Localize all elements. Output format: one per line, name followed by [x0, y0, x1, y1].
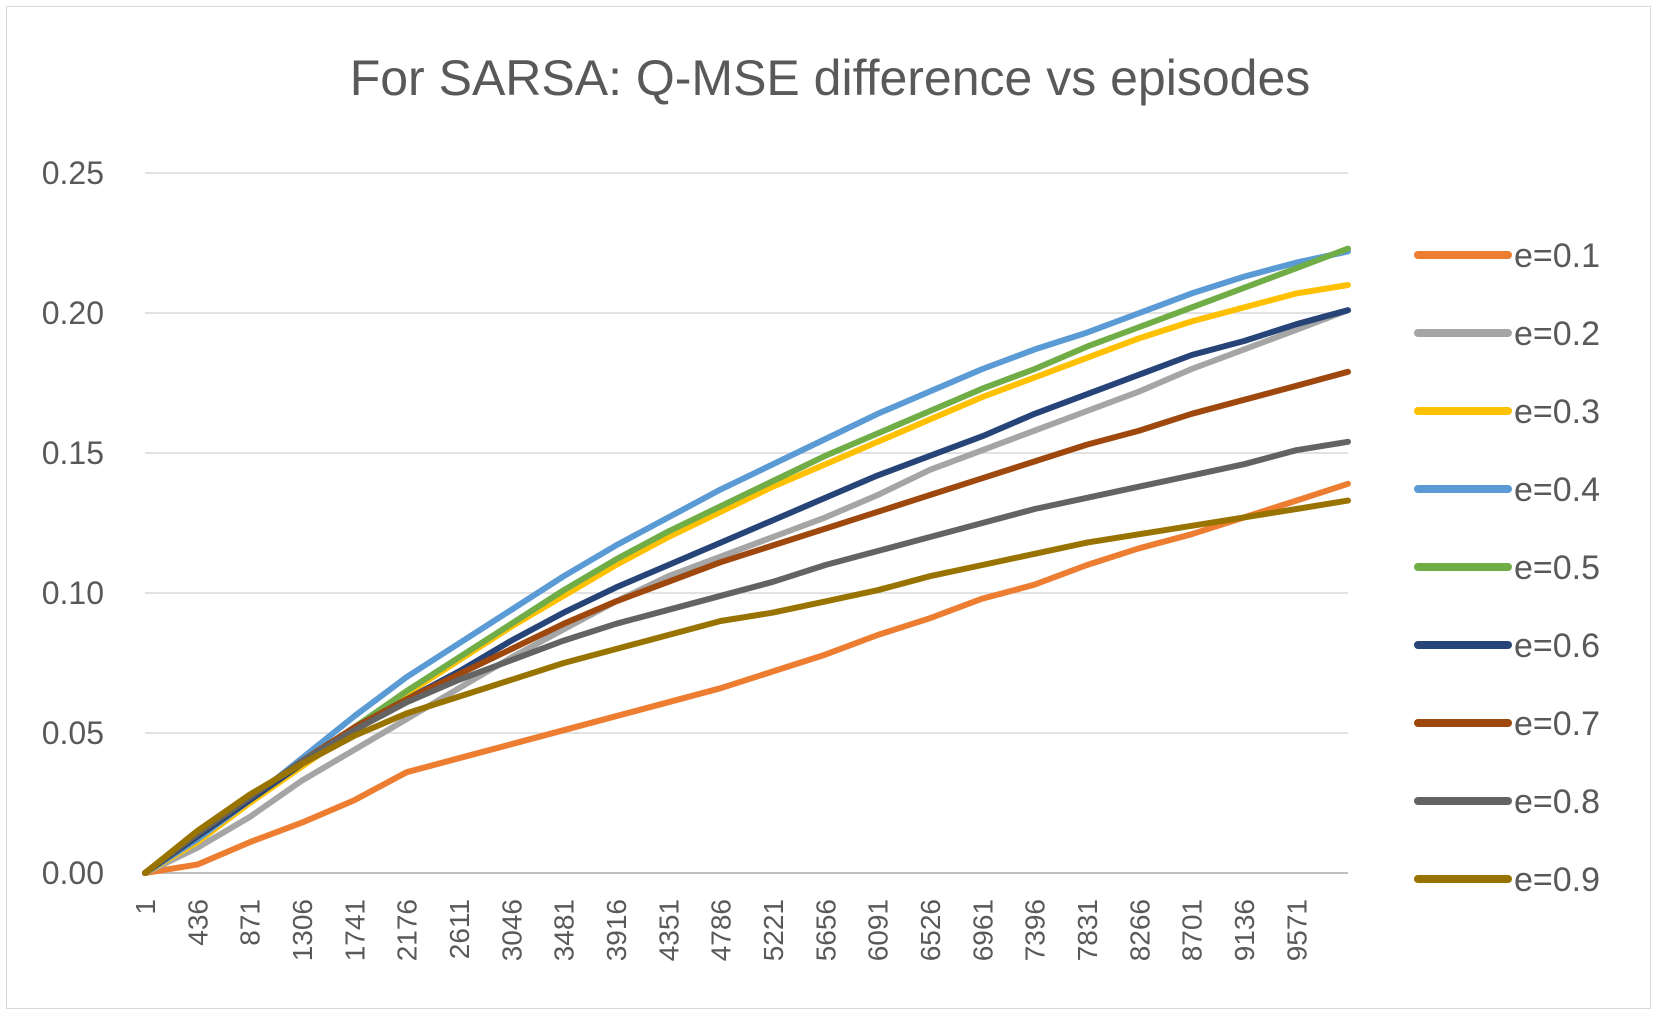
legend-entry: e=0.8 [1514, 783, 1600, 821]
x-tick-label: 8701 [1177, 899, 1208, 961]
x-tick-label: 2611 [444, 899, 475, 959]
y-tick-label: 0.20 [42, 295, 104, 331]
legend-entry: e=0.7 [1514, 705, 1600, 743]
x-tick-label: 3916 [601, 899, 632, 961]
y-tick-label: 0.05 [42, 715, 104, 751]
x-axis-ticks: 1 436 871 1306 1741 2176 2611 3046 3481 3916 4351 4… [130, 899, 1312, 961]
x-tick-label: 6091 [863, 899, 894, 961]
legend-entry: e=0.5 [1514, 549, 1600, 587]
x-tick-label: 4786 [706, 899, 737, 961]
y-tick-label: 0.00 [42, 855, 104, 891]
x-tick-label: 6526 [915, 899, 946, 961]
x-tick-label: 5656 [810, 899, 841, 961]
x-tick-label: 436 [182, 899, 213, 946]
series-line-e-0-5 [142, 245, 1351, 876]
x-tick-label: 4351 [653, 899, 684, 961]
legend-entry: e=0.1 [1514, 237, 1600, 275]
x-tick-label: 2176 [392, 899, 423, 961]
x-tick-label: 5221 [758, 899, 789, 961]
y-tick-label: 0.25 [42, 155, 104, 191]
legend: e=0.1 e=0.2 e=0.3 e=0.4 e=0.5 e=0.6 e=0.7 e=0.8… [1414, 237, 1600, 899]
x-tick-label: 7396 [1020, 899, 1051, 961]
legend-entry: e=0.9 [1514, 861, 1600, 899]
legend-entry: e=0.3 [1514, 393, 1600, 431]
series-lines [142, 245, 1351, 876]
x-tick-label: 7831 [1072, 899, 1103, 961]
x-tick-label: 9571 [1281, 899, 1312, 961]
y-tick-label: 0.10 [42, 575, 104, 611]
y-axis-ticks: 0.00 0.05 0.10 0.15 0.20 0.25 [42, 155, 104, 891]
legend-entry: e=0.2 [1514, 315, 1600, 353]
x-tick-label: 1 [130, 899, 161, 915]
legend-entry: e=0.4 [1514, 471, 1600, 509]
x-tick-label: 3046 [496, 899, 527, 961]
chart-title: For SARSA: Q-MSE difference vs episodes [350, 50, 1311, 106]
series-line-e-0-7 [142, 368, 1351, 876]
x-tick-label: 1741 [339, 899, 370, 961]
series-line-e-0-4 [142, 248, 1351, 876]
x-tick-label: 1306 [287, 899, 318, 961]
y-tick-label: 0.15 [42, 435, 104, 471]
series-line-e-0-8 [142, 438, 1351, 876]
x-tick-label: 3481 [549, 899, 580, 961]
legend-entry: e=0.6 [1514, 627, 1600, 665]
series-line-e-0-1 [142, 480, 1351, 876]
x-tick-label: 9136 [1229, 899, 1260, 961]
series-line-e-0-2 [142, 307, 1351, 876]
x-tick-label: 8266 [1124, 899, 1155, 961]
x-tick-label: 6961 [967, 899, 998, 961]
series-line-e-0-9 [142, 497, 1351, 876]
x-tick-label: 871 [235, 899, 266, 946]
series-line-e-0-3 [142, 282, 1351, 876]
